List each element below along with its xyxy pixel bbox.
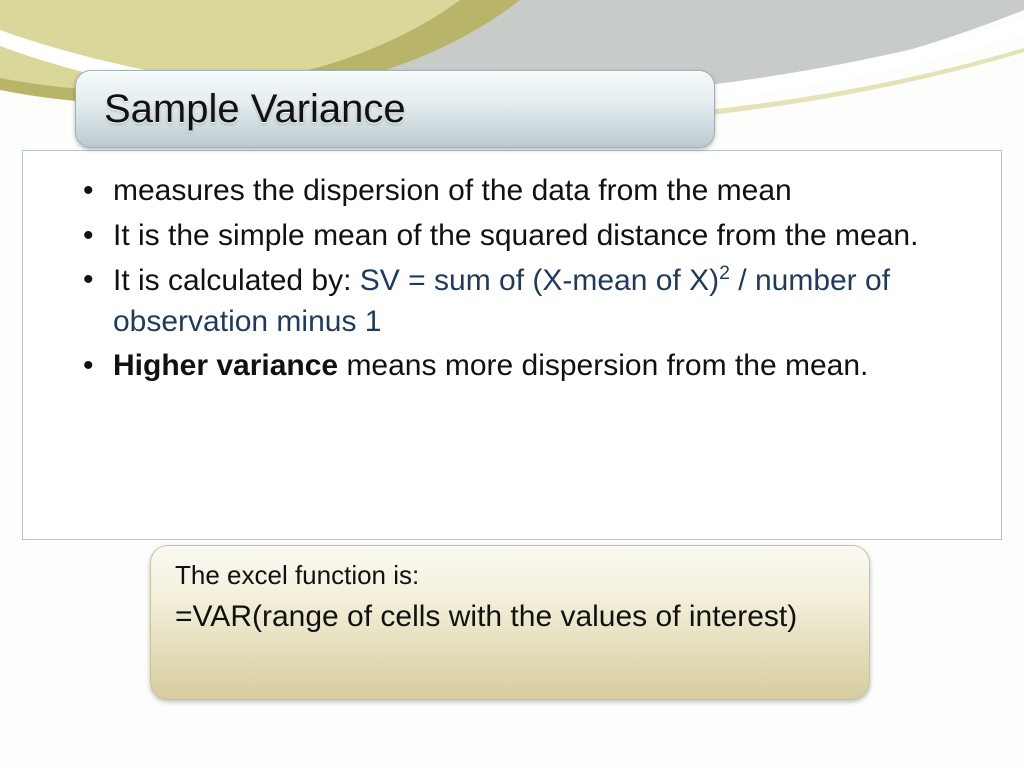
formula-superscript: 2 <box>719 262 730 284</box>
excel-function-pill: The excel function is: =VAR(range of cel… <box>150 545 870 700</box>
bullet-item: It is calculated by: SV = sum of (X-mean… <box>83 260 961 342</box>
main-content-box: measures the dispersion of the data from… <box>22 150 1002 540</box>
bullet-item: Higher variance means more dispersion fr… <box>83 346 961 387</box>
bullet-rest: means more dispersion from the mean. <box>338 349 868 382</box>
slide-title-pill: Sample Variance <box>75 70 715 148</box>
formula-part-a: SV = sum of (X-mean of X) <box>360 264 719 297</box>
bullet-list: measures the dispersion of the data from… <box>83 171 961 387</box>
bullet-item: measures the dispersion of the data from… <box>83 171 961 212</box>
excel-label: The excel function is: <box>175 560 845 591</box>
bullet-prefix: It is calculated by: <box>113 264 360 297</box>
bullet-bold: Higher variance <box>113 349 338 382</box>
excel-code: =VAR(range of cells with the values of i… <box>175 597 845 636</box>
bullet-item: It is the simple mean of the squared dis… <box>83 216 961 257</box>
slide-title: Sample Variance <box>104 87 406 132</box>
bullet-text: measures the dispersion of the data from… <box>113 174 792 207</box>
bullet-text: It is the simple mean of the squared dis… <box>113 219 918 252</box>
